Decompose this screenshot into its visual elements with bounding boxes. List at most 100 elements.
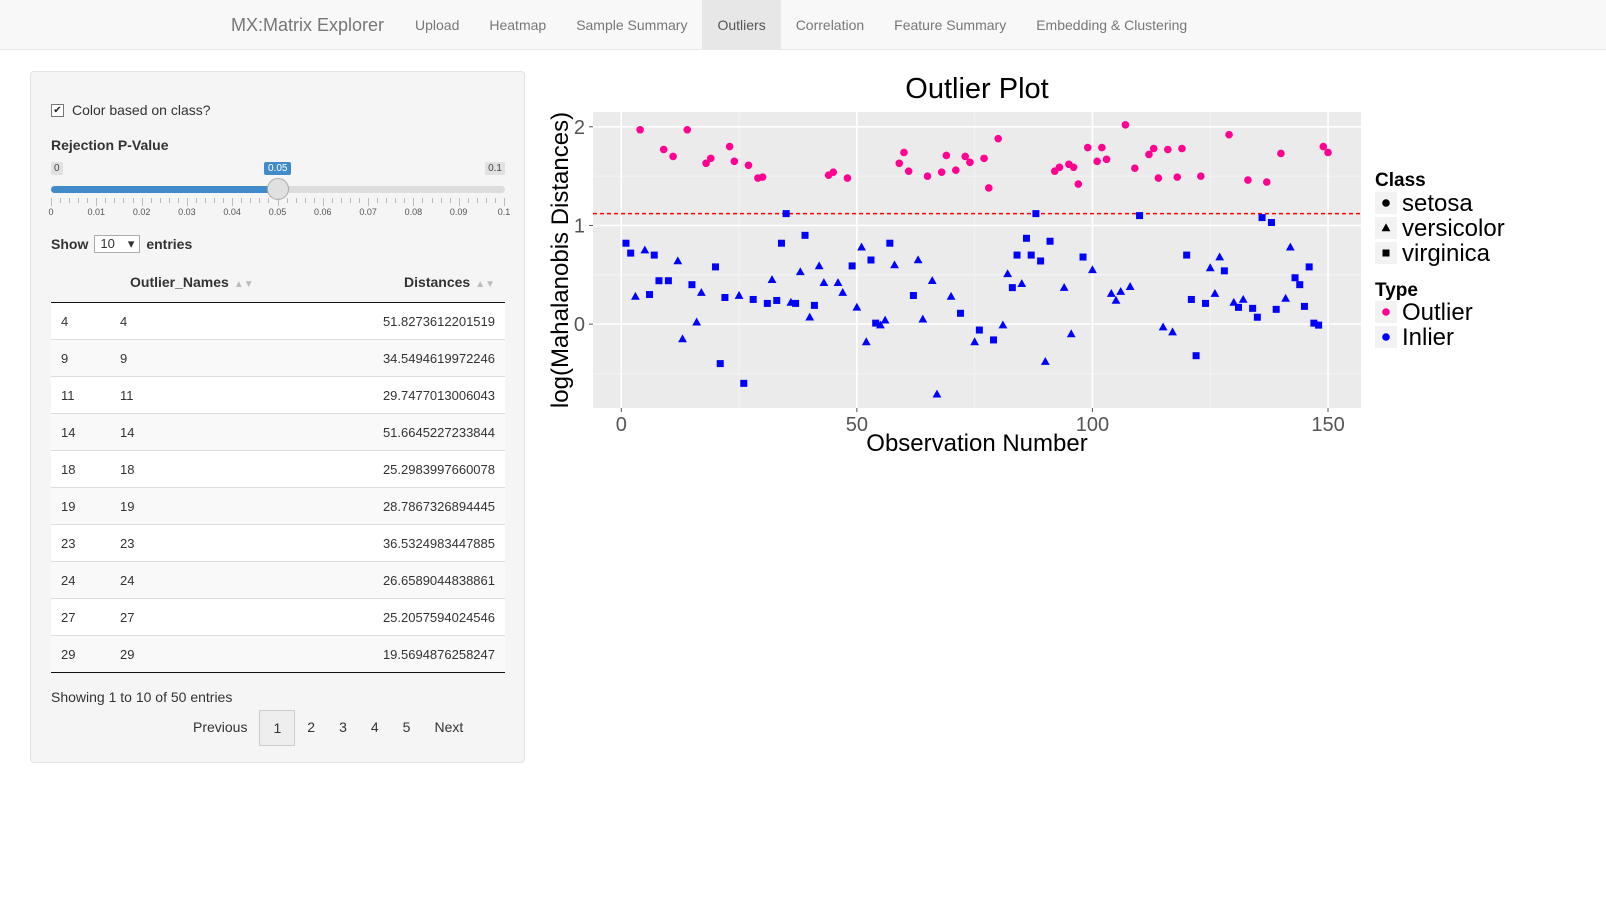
data-point <box>1013 251 1021 259</box>
data-point <box>998 320 1008 329</box>
table-row[interactable]: 27 27 25.2057594024546 <box>51 598 505 636</box>
slider-tick-label: 0.07 <box>359 207 377 217</box>
data-point <box>1183 251 1191 259</box>
tab-correlation[interactable]: Correlation <box>795 17 865 33</box>
data-point <box>763 299 771 307</box>
sort-icon: ▲▼ <box>233 279 254 290</box>
data-point <box>1178 144 1186 153</box>
table-header-row: Outlier_Names ▲▼ Distances ▲▼ <box>51 262 505 303</box>
table-row[interactable]: 14 14 51.6645227233844 <box>51 413 505 451</box>
data-point <box>1098 143 1106 152</box>
distance-cell: 25.2983997660078 <box>316 450 505 488</box>
data-point <box>734 290 744 299</box>
legend-label-class: setosa <box>1402 190 1473 217</box>
page-length-select[interactable]: 10 ▾ <box>94 235 141 253</box>
sidebar-panel: ✔ Color based on class? Rejection P-Valu… <box>30 71 525 763</box>
slider-tick <box>331 198 333 203</box>
data-point <box>857 242 866 251</box>
row-index-cell: 4 <box>51 302 120 340</box>
data-point <box>1197 172 1205 180</box>
data-point <box>749 295 757 303</box>
x-axis-label: Observation Number <box>866 430 1087 457</box>
tab-heatmap[interactable]: Heatmap <box>489 17 547 33</box>
data-point <box>1154 174 1163 182</box>
table-info: Showing 1 to 10 of 50 entries <box>51 689 233 705</box>
distance-cell: 25.2057594024546 <box>316 598 505 636</box>
column-header-distances[interactable]: Distances ▲▼ <box>316 262 505 303</box>
data-point <box>1079 253 1087 261</box>
data-point <box>1315 321 1323 329</box>
column-header-outlier-names[interactable]: Outlier_Names ▲▼ <box>120 262 316 303</box>
data-point <box>636 125 644 134</box>
page-button-4[interactable]: 4 <box>370 719 379 735</box>
slider-tick <box>313 198 315 203</box>
data-point <box>673 256 683 265</box>
page-button-5[interactable]: 5 <box>402 719 411 735</box>
data-point <box>1106 288 1116 297</box>
page-button-3[interactable]: 3 <box>339 719 347 735</box>
table-row[interactable]: 4 4 51.8273612201519 <box>51 302 505 340</box>
row-index-cell: 29 <box>51 635 120 673</box>
tab-outliers[interactable]: Outliers <box>702 0 781 50</box>
slider-tick-label: 0.02 <box>132 207 151 217</box>
outlier-name-cell: 27 <box>120 598 316 636</box>
legend-symbol-outlier <box>1382 308 1390 316</box>
slider-tick <box>223 198 225 203</box>
slider-tick <box>150 198 152 203</box>
data-point <box>1022 234 1030 242</box>
legend-symbol-inlier <box>1382 333 1390 341</box>
color-by-class-checkbox[interactable]: ✔ Color based on class? <box>51 102 211 118</box>
data-point <box>895 159 904 168</box>
slider-tick-label: 0.08 <box>404 207 423 217</box>
slider-tick-label: 0.06 <box>314 207 332 217</box>
slider-tick <box>69 198 71 203</box>
data-point <box>1168 327 1177 336</box>
next-button[interactable]: Next <box>434 719 464 735</box>
slider-tick <box>467 198 469 203</box>
table-row[interactable]: 11 11 29.7477013006043 <box>51 376 505 414</box>
row-index-cell: 27 <box>51 598 120 636</box>
data-point <box>900 148 908 157</box>
tab-sample-summary[interactable]: Sample Summary <box>576 17 688 33</box>
legend-label-class: virginica <box>1402 240 1491 267</box>
data-point <box>688 281 696 289</box>
table-row[interactable]: 29 29 19.5694876258247 <box>51 635 505 673</box>
data-point <box>659 145 668 154</box>
slider-tick-label: 0 <box>48 207 54 217</box>
table-row[interactable]: 9 9 34.5494619972246 <box>51 339 505 377</box>
table-row[interactable]: 18 18 25.2983997660078 <box>51 450 505 488</box>
tab-feature-summary[interactable]: Feature Summary <box>894 17 1007 33</box>
checkbox-checkmark-icon[interactable]: ✔ <box>51 103 64 117</box>
app-title[interactable]: MX:Matrix Explorer <box>231 15 385 35</box>
slider-tick <box>485 198 487 203</box>
page-button-2[interactable]: 2 <box>307 719 316 735</box>
data-point <box>692 317 702 326</box>
table-row[interactable]: 24 24 26.6589044838861 <box>51 561 505 599</box>
table-row[interactable]: 19 19 28.7867326894445 <box>51 487 505 525</box>
data-point <box>1291 274 1299 282</box>
page-button-1[interactable]: 1 <box>259 710 296 746</box>
table-row[interactable]: 23 23 36.5324983447885 <box>51 524 505 562</box>
slider-tick <box>141 198 143 206</box>
header-label: Distances <box>404 274 471 290</box>
data-point <box>980 154 988 163</box>
slider-value-label: 0.05 <box>264 162 292 175</box>
slider-min-label: 0 <box>51 162 63 175</box>
data-point <box>721 293 729 301</box>
distance-cell: 29.7477013006043 <box>316 376 505 414</box>
slider-tick <box>241 198 243 203</box>
slider-handle[interactable] <box>267 178 289 200</box>
previous-button[interactable]: Previous <box>193 719 248 735</box>
rejection-pvalue-slider[interactable]: 0 0.05 0.1 0 0.01 0.02 0.03 0.04 0.05 0.06 0.07… <box>48 162 510 222</box>
data-point <box>1102 155 1111 164</box>
data-point <box>1187 295 1195 303</box>
tab-embedding-clustering[interactable]: Embedding & Clustering <box>1036 17 1188 33</box>
data-point <box>1215 252 1225 261</box>
slider-tick <box>422 198 424 203</box>
tab-upload[interactable]: Upload <box>415 17 460 33</box>
data-point <box>730 157 739 166</box>
slider-tick <box>186 198 188 206</box>
data-point <box>1158 322 1168 331</box>
data-point <box>1017 279 1027 287</box>
outlier-name-cell: 4 <box>120 302 316 340</box>
